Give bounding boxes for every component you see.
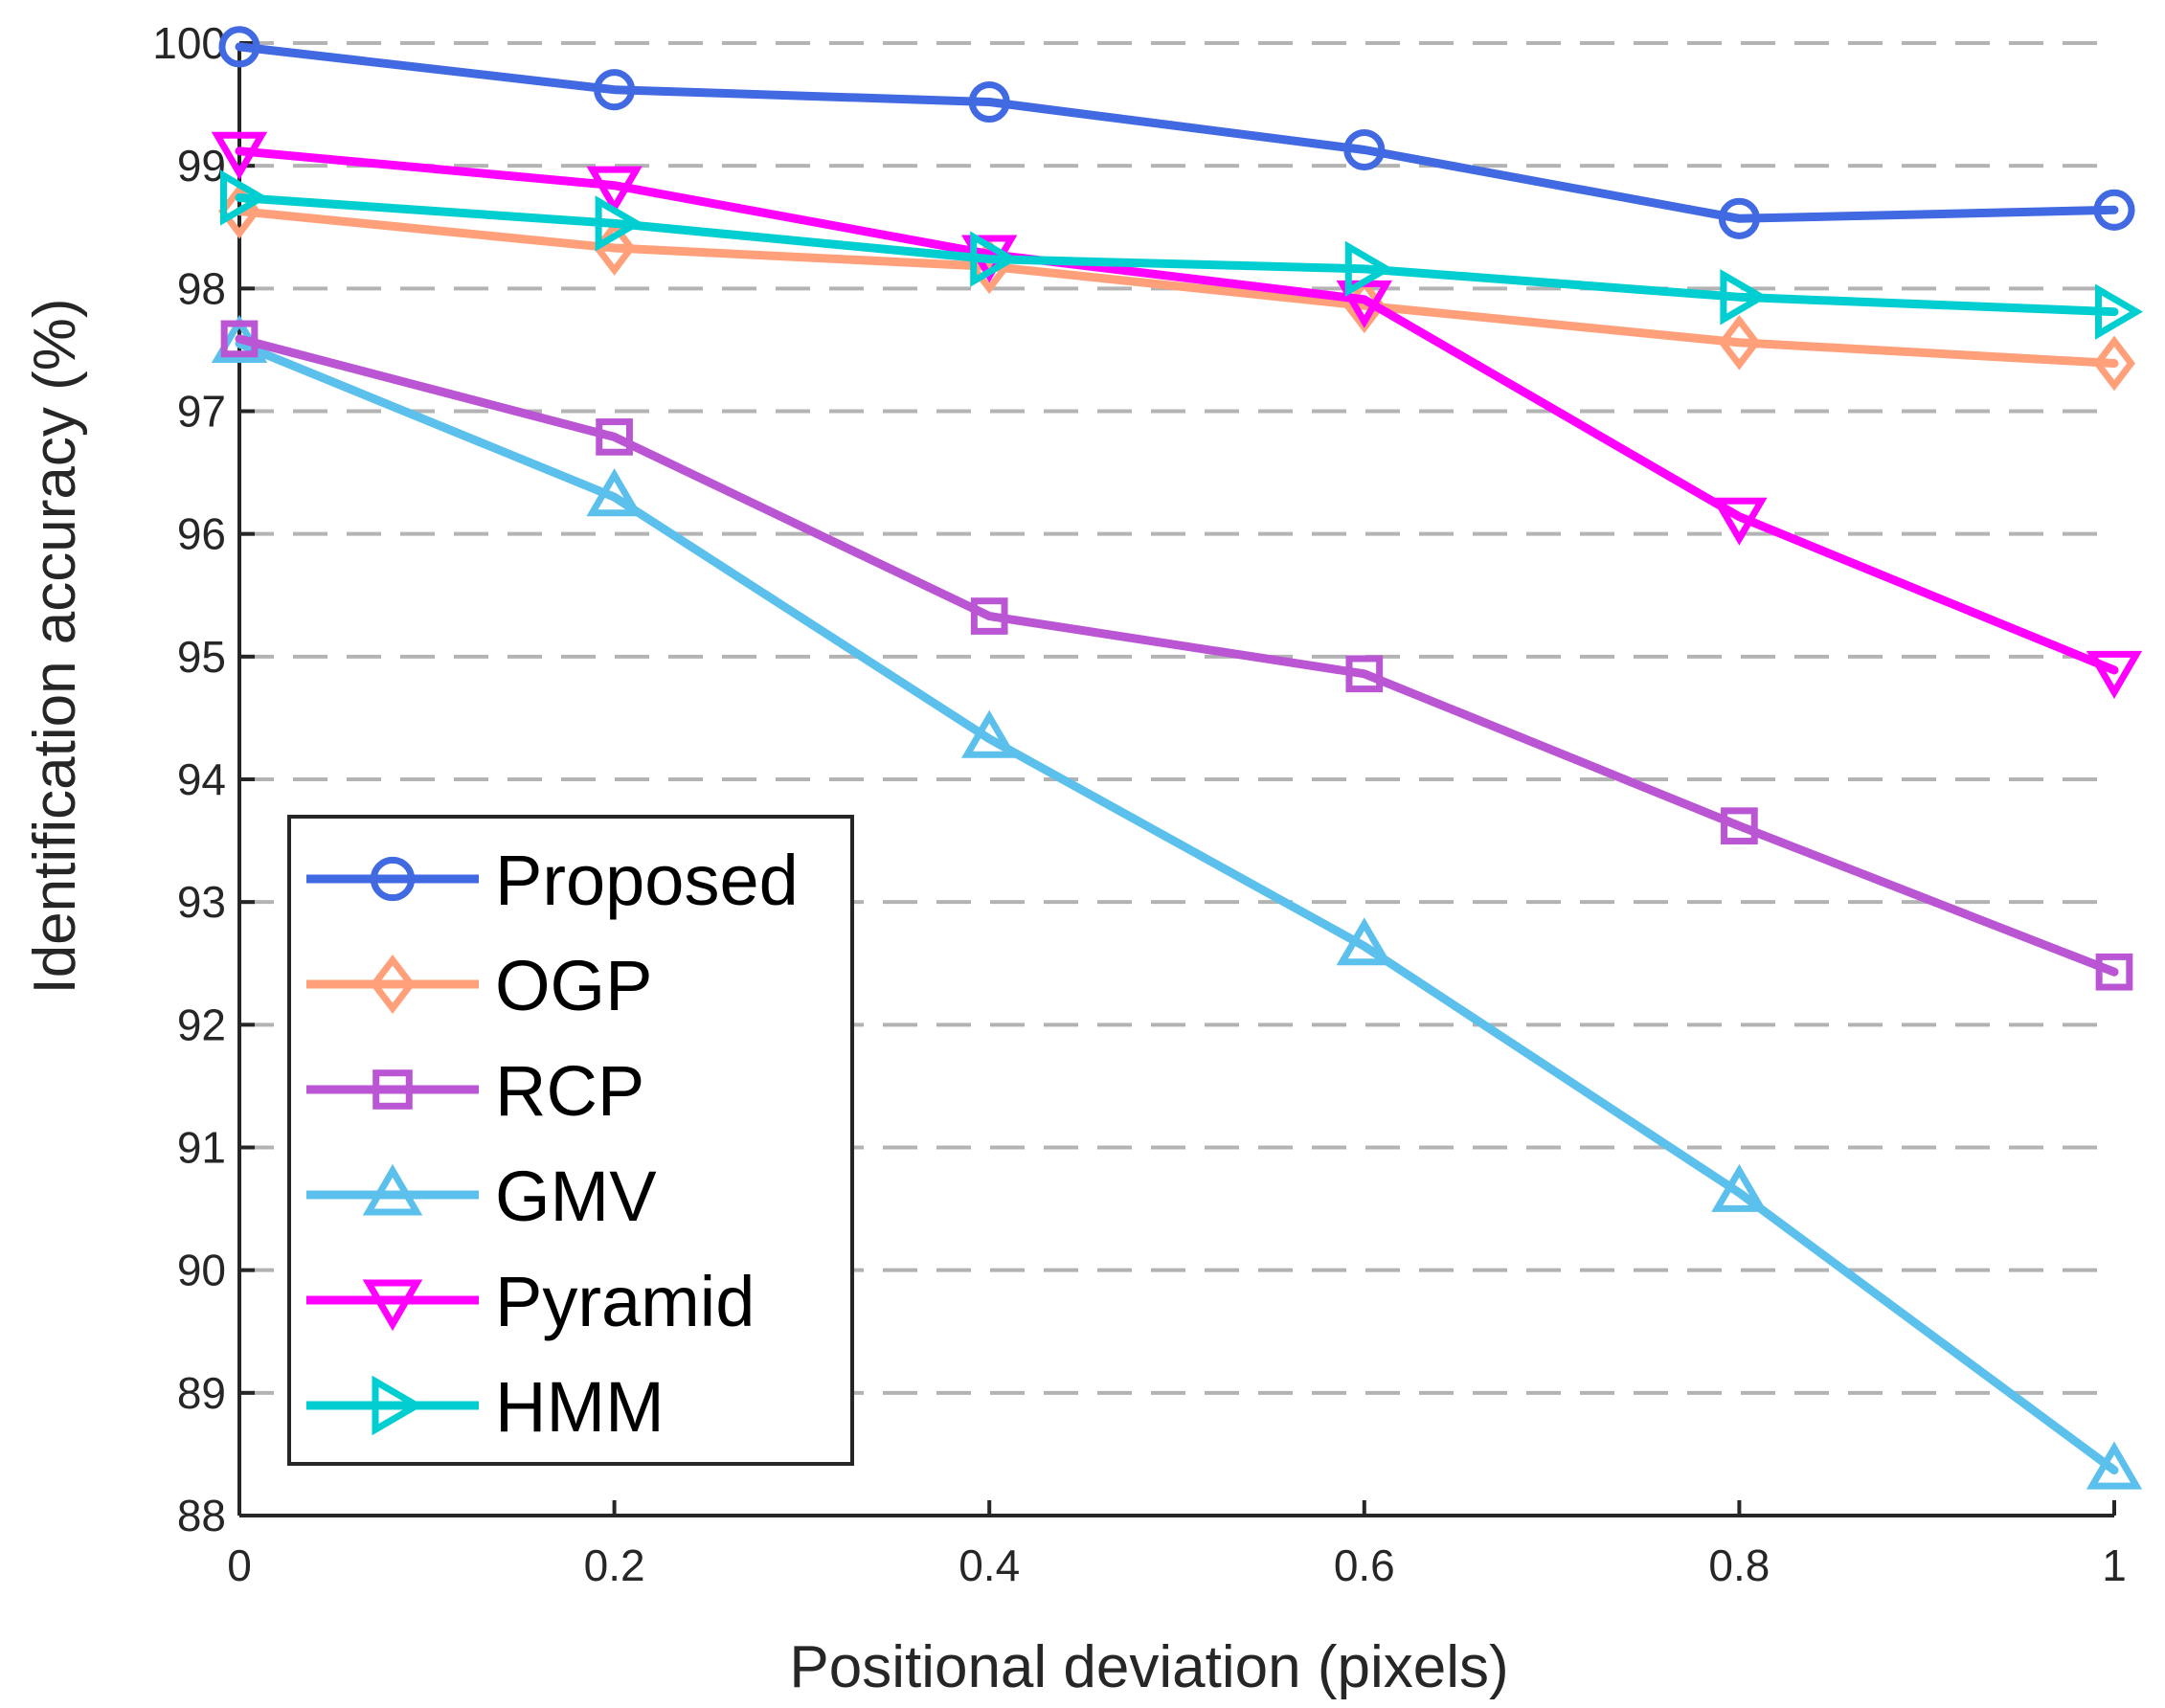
- data-point-proposed: [1718, 197, 1760, 239]
- data-point-pyramid: [586, 166, 643, 214]
- y-tick-label: 92: [177, 1000, 226, 1049]
- y-tick-label: 97: [177, 387, 226, 437]
- y-tick-label: 100: [152, 18, 226, 68]
- series-line-ogp: [235, 207, 2119, 369]
- series-line-hmm: [235, 192, 2119, 317]
- legend-label-ogp: OGP: [495, 946, 652, 1025]
- series-line-gmv: [235, 339, 2119, 1475]
- legend-marker-ogp: [370, 955, 416, 1014]
- legend-box: [287, 815, 854, 1466]
- series-proposed: [218, 26, 2135, 239]
- y-axis-ticks: 88 89 90 91 92 93 94 95 96 97 98 99 100: [152, 18, 255, 1540]
- data-point-rcp: [970, 597, 1008, 635]
- data-point-hmm: [1720, 269, 1769, 326]
- data-point-rcp: [1345, 655, 1384, 693]
- data-point-proposed: [2093, 189, 2135, 231]
- data-point-pyramid: [211, 131, 268, 180]
- legend-label-proposed: Proposed: [495, 841, 799, 920]
- data-point-hmm: [1344, 240, 1393, 298]
- legend-entry-gmv: GMV: [306, 1157, 657, 1236]
- x-tick-label: 1: [2102, 1540, 2127, 1590]
- data-point-proposed: [1343, 128, 1386, 171]
- data-point-hmm: [595, 195, 643, 252]
- x-axis-ticks: 0 0.2 0.4 0.6 0.8 1: [227, 1500, 2127, 1590]
- data-point-ogp: [2092, 335, 2136, 392]
- legend-label-gmv: GMV: [495, 1157, 657, 1236]
- y-tick-label: 90: [177, 1246, 226, 1295]
- x-tick-label: 0: [227, 1540, 252, 1590]
- legend-entry-proposed: Proposed: [306, 841, 799, 920]
- legend-marker-hmm: [372, 1375, 424, 1436]
- plot-series: [211, 26, 2144, 1490]
- x-axis-label: Positional deviation (pixels): [789, 1634, 1508, 1700]
- y-axis-label: Identification accuracy (%): [22, 298, 88, 994]
- legend-entry-hmm: HMM: [306, 1367, 665, 1447]
- data-point-pyramid: [2086, 650, 2143, 699]
- series-rcp: [220, 320, 2133, 991]
- legend-entry-ogp: OGP: [306, 946, 652, 1025]
- legend-label-rcp: RCP: [495, 1051, 644, 1131]
- legend-entry-rcp: RCP: [306, 1051, 644, 1131]
- data-point-rcp: [1721, 807, 1758, 845]
- y-tick-label: 96: [177, 509, 226, 559]
- x-tick-label: 0.8: [1708, 1540, 1770, 1590]
- data-point-proposed: [594, 69, 636, 111]
- x-tick-label: 0.4: [958, 1540, 1020, 1590]
- data-point-gmv: [586, 468, 643, 517]
- series-line-pyramid: [235, 146, 2119, 675]
- y-tick-label: 98: [177, 263, 226, 313]
- y-tick-label: 89: [177, 1368, 226, 1418]
- y-tick-label: 94: [177, 754, 226, 804]
- data-point-proposed: [218, 26, 260, 68]
- series-hmm: [220, 169, 2144, 340]
- data-point-rcp: [596, 418, 633, 456]
- legend-entry-pyramid: Pyramid: [306, 1262, 755, 1341]
- data-point-gmv: [2086, 1441, 2143, 1490]
- data-point-gmv: [961, 709, 1018, 758]
- legend: Proposed OGP RCP GMV Pyramid HMM: [287, 815, 854, 1466]
- data-point-proposed: [968, 80, 1010, 124]
- data-point-hmm: [2095, 283, 2144, 340]
- data-point-gmv: [1711, 1163, 1768, 1212]
- legend-label-hmm: HMM: [495, 1367, 665, 1447]
- legend-marker-rcp: [372, 1069, 413, 1110]
- series-line-proposed: [235, 42, 2119, 223]
- data-point-hmm: [970, 231, 1019, 287]
- data-point-hmm: [220, 169, 269, 226]
- data-point-ogp: [1718, 314, 1761, 371]
- data-point-rcp: [2095, 953, 2133, 991]
- x-tick-label: 0.2: [584, 1540, 645, 1590]
- y-tick-label: 99: [177, 141, 226, 191]
- y-tick-label: 95: [177, 632, 226, 682]
- data-point-gmv: [1336, 917, 1392, 966]
- legend-marker-proposed: [370, 856, 416, 902]
- series-line-rcp: [235, 334, 2119, 977]
- y-tick-label: 91: [177, 1123, 226, 1173]
- legend-marker-gmv: [362, 1163, 423, 1216]
- data-point-rcp: [220, 320, 259, 358]
- data-point-pyramid: [1711, 497, 1768, 546]
- legend-marker-pyramid: [362, 1279, 423, 1332]
- series-gmv: [211, 314, 2143, 1490]
- x-tick-label: 0.6: [1334, 1540, 1395, 1590]
- y-tick-label: 93: [177, 877, 226, 927]
- legend-label-pyramid: Pyramid: [495, 1262, 755, 1341]
- y-tick-label: 88: [177, 1491, 226, 1540]
